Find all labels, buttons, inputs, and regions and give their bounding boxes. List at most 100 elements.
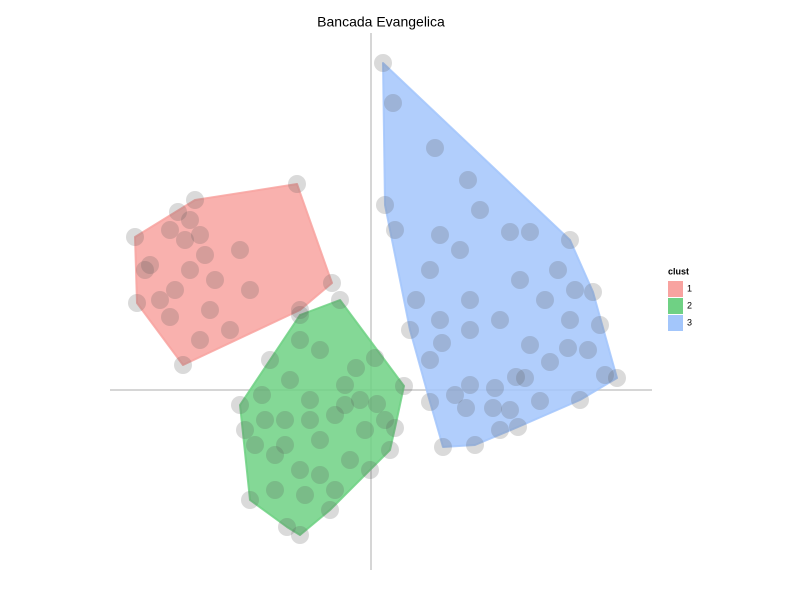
data-point bbox=[169, 203, 187, 221]
data-point bbox=[466, 436, 484, 454]
data-point bbox=[461, 291, 479, 309]
data-point bbox=[459, 171, 477, 189]
chart-title: Bancada Evangelica bbox=[317, 14, 445, 30]
data-point bbox=[241, 491, 259, 509]
data-point bbox=[421, 261, 439, 279]
data-point bbox=[266, 481, 284, 499]
data-point bbox=[421, 351, 439, 369]
data-point bbox=[256, 411, 274, 429]
data-point bbox=[486, 379, 504, 397]
data-point bbox=[584, 283, 602, 301]
data-point bbox=[426, 139, 444, 157]
data-point bbox=[501, 401, 519, 419]
data-point bbox=[566, 281, 584, 299]
data-point bbox=[356, 421, 374, 439]
data-point bbox=[407, 291, 425, 309]
data-point bbox=[511, 271, 529, 289]
data-point bbox=[401, 321, 419, 339]
data-point bbox=[559, 339, 577, 357]
data-point bbox=[484, 399, 502, 417]
legend-label: 3 bbox=[687, 317, 692, 327]
data-point bbox=[457, 399, 475, 417]
data-point bbox=[196, 246, 214, 264]
data-point bbox=[276, 436, 294, 454]
data-point bbox=[246, 436, 264, 454]
data-point bbox=[278, 518, 296, 536]
data-point bbox=[206, 271, 224, 289]
data-point bbox=[491, 421, 509, 439]
legend-title: clust bbox=[668, 266, 689, 276]
data-point bbox=[331, 291, 349, 309]
data-point bbox=[326, 481, 344, 499]
data-point bbox=[276, 411, 294, 429]
data-point bbox=[291, 331, 309, 349]
data-point bbox=[541, 353, 559, 371]
data-point bbox=[509, 418, 527, 436]
data-point bbox=[336, 376, 354, 394]
data-point bbox=[471, 201, 489, 219]
data-point bbox=[461, 321, 479, 339]
data-point bbox=[536, 291, 554, 309]
data-point bbox=[596, 366, 614, 384]
data-point bbox=[301, 391, 319, 409]
data-point bbox=[181, 211, 199, 229]
data-point bbox=[451, 241, 469, 259]
data-point bbox=[351, 391, 369, 409]
data-point bbox=[461, 376, 479, 394]
data-point bbox=[191, 226, 209, 244]
data-point bbox=[507, 368, 525, 386]
data-point bbox=[421, 393, 439, 411]
data-point bbox=[311, 431, 329, 449]
data-point bbox=[174, 356, 192, 374]
data-point bbox=[241, 281, 259, 299]
data-point bbox=[491, 311, 509, 329]
data-point bbox=[521, 336, 539, 354]
data-point bbox=[347, 359, 365, 377]
data-point bbox=[368, 395, 386, 413]
data-point bbox=[579, 341, 597, 359]
data-point bbox=[374, 54, 392, 72]
data-point bbox=[186, 191, 204, 209]
data-point bbox=[433, 334, 451, 352]
data-point bbox=[311, 466, 329, 484]
data-point bbox=[386, 221, 404, 239]
data-point bbox=[501, 223, 519, 241]
data-point bbox=[336, 396, 354, 414]
data-point bbox=[253, 386, 271, 404]
data-point bbox=[321, 501, 339, 519]
data-point bbox=[376, 196, 394, 214]
data-point bbox=[281, 371, 299, 389]
data-point bbox=[221, 321, 239, 339]
data-point bbox=[531, 392, 549, 410]
data-point bbox=[291, 301, 309, 319]
data-point bbox=[236, 421, 254, 439]
data-point bbox=[161, 221, 179, 239]
data-point bbox=[434, 438, 452, 456]
data-point bbox=[301, 411, 319, 429]
data-point bbox=[561, 231, 579, 249]
data-point bbox=[591, 316, 609, 334]
data-point bbox=[521, 223, 539, 241]
data-point bbox=[288, 175, 306, 193]
data-point bbox=[326, 406, 344, 424]
data-point bbox=[136, 261, 154, 279]
legend-label: 1 bbox=[687, 283, 692, 293]
data-point bbox=[446, 386, 464, 404]
data-point bbox=[341, 451, 359, 469]
data-point bbox=[231, 241, 249, 259]
data-point bbox=[261, 351, 279, 369]
data-point bbox=[311, 341, 329, 359]
cluster-hull bbox=[382, 62, 618, 448]
data-point bbox=[386, 419, 404, 437]
data-point bbox=[376, 411, 394, 429]
data-point bbox=[266, 446, 284, 464]
legend-swatch bbox=[668, 281, 683, 297]
data-point bbox=[291, 526, 309, 544]
data-point bbox=[296, 486, 314, 504]
data-point bbox=[516, 369, 534, 387]
data-point bbox=[141, 256, 159, 274]
data-point bbox=[191, 331, 209, 349]
data-point bbox=[431, 311, 449, 329]
